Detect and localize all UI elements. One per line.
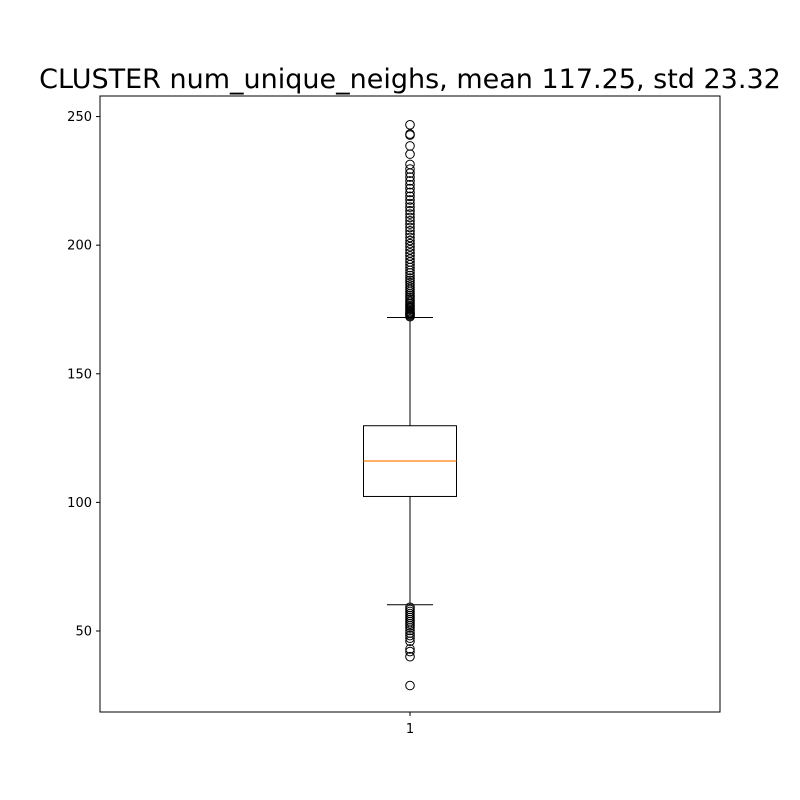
outlier-point-low [405,625,415,636]
y-tick-label-150: 150 [67,367,92,382]
outlier-point-high [405,270,415,281]
outlier-point-high [405,273,415,283]
chart-title: CLUSTER num_unique_neighs, mean 117.25, … [39,64,781,95]
outlier-point-high [405,198,415,209]
outlier-point-high [405,191,415,202]
outlier-point-low [405,630,415,641]
outlier-point-low [405,646,415,657]
outlier-point-low [405,636,415,647]
outlier-point-high [405,183,415,194]
outlier-point-high [405,282,415,293]
outlier-point-high [405,172,415,182]
outlier-point-high [405,251,415,261]
outlier-point-high [405,120,415,130]
outlier-point-high [405,164,415,174]
outlier-point-high [405,187,415,198]
outlier-point-high [405,238,415,249]
outlier-point-high [405,212,415,223]
plot-area: 50 100 150 200 250 1 [67,110,457,737]
outlier-point-high [405,275,415,286]
outlier-point-high [405,205,415,216]
outlier-point-high [405,159,415,170]
y-tick-label-200: 200 [67,239,92,254]
outlier-point-high [405,129,415,139]
outlier-point-high [405,222,415,233]
outlier-point-high [405,280,415,290]
outlier-point-high [405,195,415,205]
outlier-point-high [405,202,415,212]
outlier-point-high [405,232,415,243]
outlier-point-high [405,179,415,190]
outlier-point-high [405,215,415,226]
outlier-point-low [405,644,415,654]
outlier-point-low [405,651,415,662]
outlier-point-low [405,623,415,633]
y-tick-label-50: 50 [75,624,92,639]
outlier-point-high [405,245,415,255]
axes-frame [99,95,721,713]
x-tick-label-1: 1 [406,722,414,737]
outlier-point-high [405,277,415,288]
outlier-point-high [405,219,415,229]
outlier-point-high [405,235,415,246]
outlier-point-high [405,229,415,239]
y-tick-label-250: 250 [67,110,92,125]
outlier-point-high [405,176,415,186]
outlier-point-low [405,633,415,643]
outlier-point-high [405,149,415,159]
outlier-point-high [405,241,415,252]
outlier-point-high [405,225,415,236]
outlier-point-low [405,680,415,691]
y-tick-label-100: 100 [67,496,92,511]
outlier-point-high [405,248,415,258]
outlier-point-high [405,254,415,264]
outlier-point-high [405,209,415,219]
outlier-point-high [405,141,415,151]
